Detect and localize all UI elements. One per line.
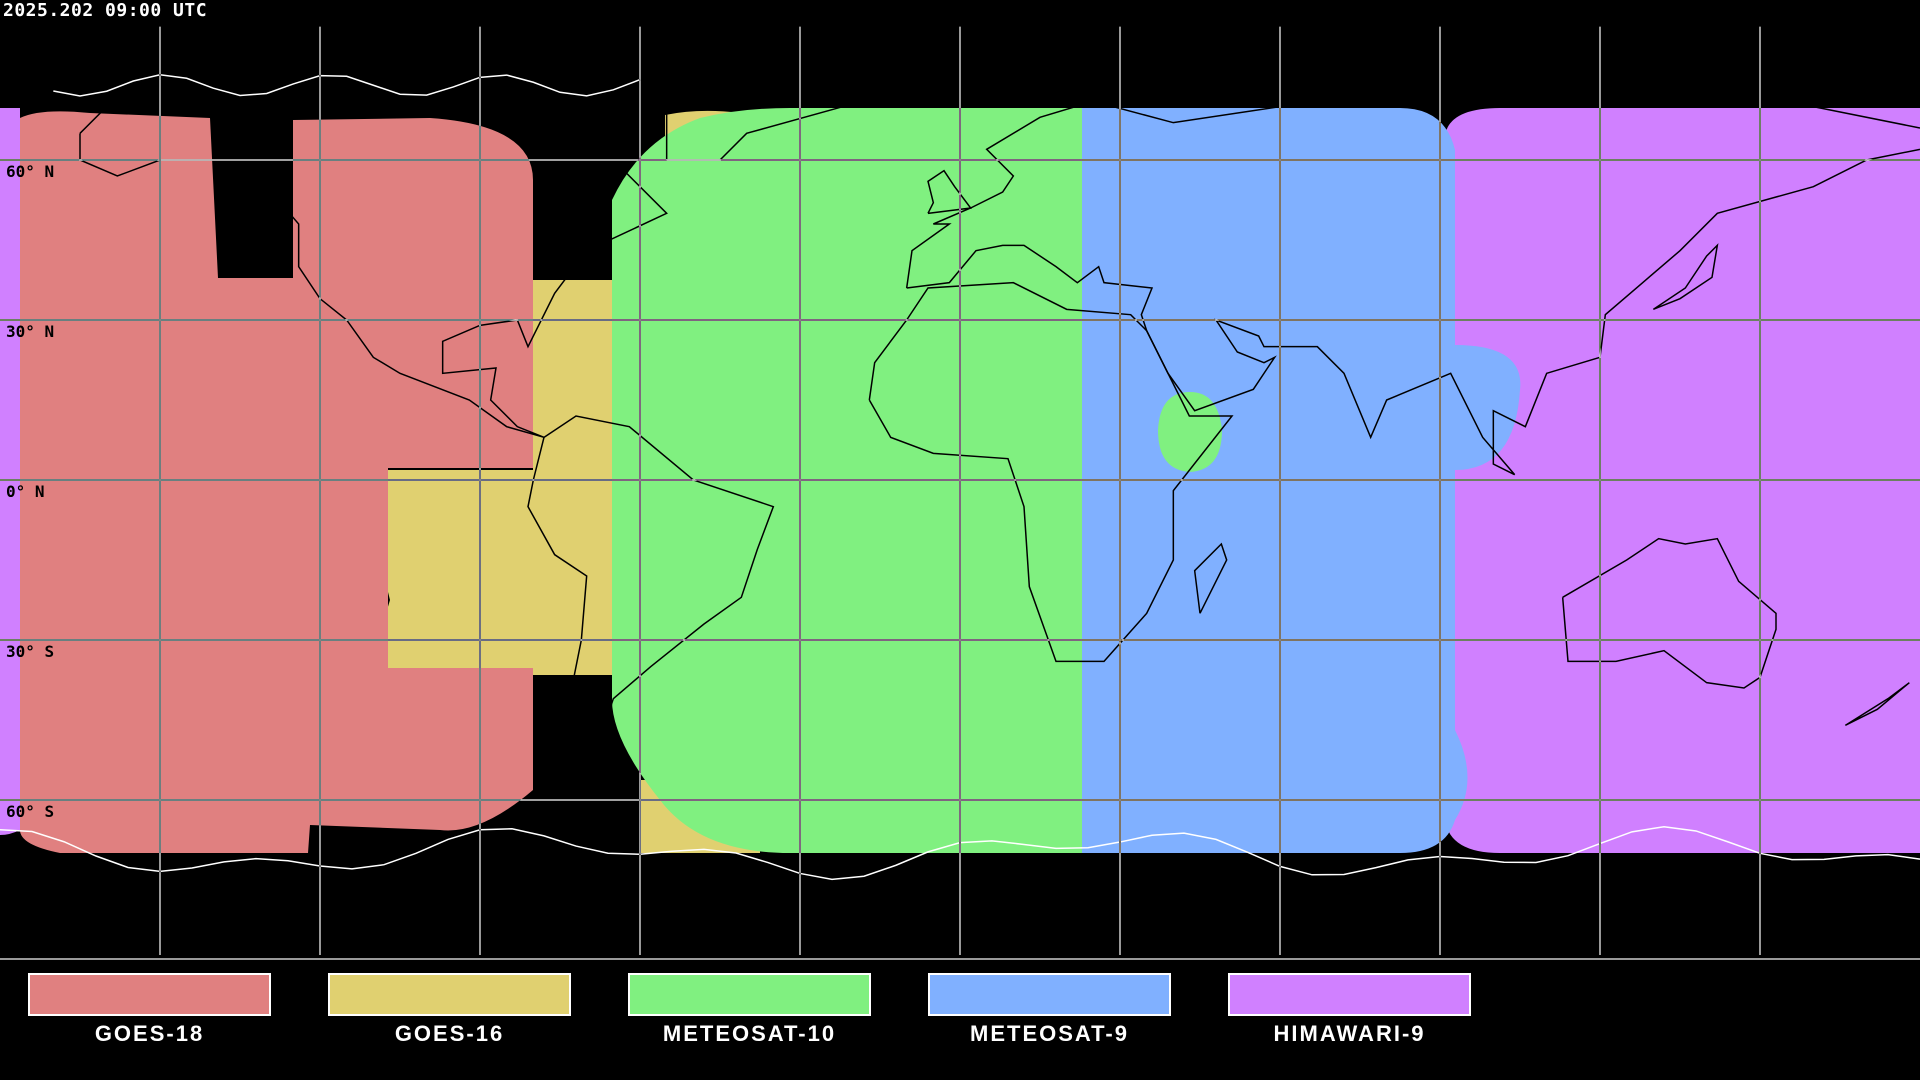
- coverage-map: [0, 26, 1920, 955]
- graticule: [0, 26, 1920, 955]
- legend-label: METEOSAT-10: [662, 1021, 837, 1046]
- coastline: [906, 148, 1920, 476]
- legend-swatch: [328, 973, 571, 1016]
- legend-swatch: [628, 973, 871, 1016]
- coastline: [1844, 682, 1910, 727]
- map-border: [0, 958, 1920, 960]
- coastline: [53, 74, 641, 97]
- legend-label: GOES-18: [94, 1021, 205, 1046]
- legend-label: METEOSAT-9: [970, 1021, 1129, 1046]
- lat-label-60n: 60° N: [6, 162, 55, 181]
- legend-label: HIMAWARI-9: [1273, 1021, 1426, 1046]
- lat-label-30s: 30° S: [6, 642, 55, 661]
- coastline: [927, 169, 973, 215]
- coastline: [79, 95, 668, 439]
- coastline: [1561, 537, 1777, 689]
- lat-label-30n: 30° N: [6, 322, 55, 341]
- coastline: [1193, 542, 1228, 614]
- coastline: [868, 281, 1234, 663]
- coastline: [527, 415, 775, 775]
- coverage-goes-18: [20, 111, 533, 854]
- coverage-meteosat-10-patch: [1158, 392, 1222, 472]
- legend-swatch: [28, 973, 271, 1016]
- coverage-regions: [0, 108, 1920, 854]
- timestamp-label: 2025.202 09:00 UTC: [3, 0, 208, 21]
- coastline: [905, 68, 1920, 289]
- legend-swatch: [928, 973, 1171, 1016]
- legend-label: GOES-16: [394, 1021, 505, 1046]
- lat-label-0n: 0° N: [6, 482, 45, 501]
- legend-swatch: [1228, 973, 1471, 1016]
- coastline: [1652, 243, 1719, 311]
- lat-label-60s: 60° S: [6, 802, 55, 821]
